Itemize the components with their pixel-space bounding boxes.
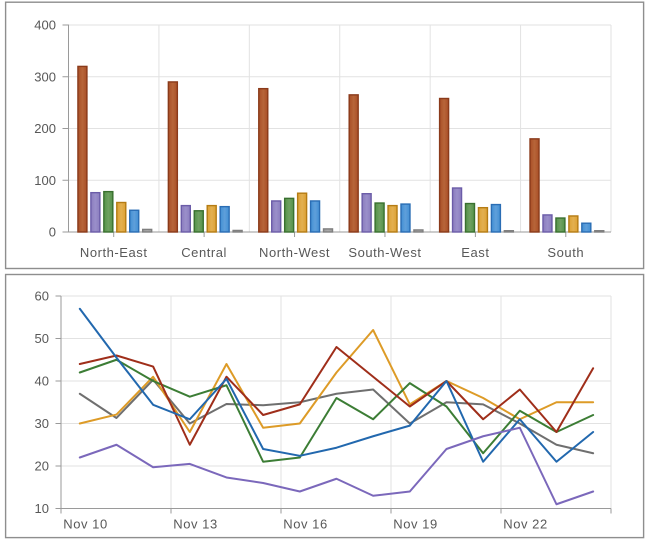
svg-text:30: 30 bbox=[35, 416, 49, 431]
svg-text:Nov 19: Nov 19 bbox=[393, 517, 438, 532]
svg-text:300: 300 bbox=[34, 69, 56, 84]
svg-text:North-West: North-West bbox=[259, 245, 330, 260]
svg-text:North-East: North-East bbox=[80, 245, 148, 260]
svg-text:20: 20 bbox=[35, 459, 49, 474]
svg-text:Nov 13: Nov 13 bbox=[173, 517, 218, 532]
svg-text:South: South bbox=[547, 245, 584, 260]
svg-text:100: 100 bbox=[34, 173, 56, 188]
svg-text:East: East bbox=[461, 245, 489, 260]
svg-text:200: 200 bbox=[34, 121, 56, 136]
svg-text:Nov 22: Nov 22 bbox=[503, 517, 548, 532]
svg-text:40: 40 bbox=[35, 374, 49, 389]
svg-text:Central: Central bbox=[181, 245, 227, 260]
svg-text:50: 50 bbox=[35, 331, 49, 346]
svg-text:0: 0 bbox=[49, 225, 56, 240]
svg-text:400: 400 bbox=[34, 18, 56, 33]
svg-text:60: 60 bbox=[35, 289, 49, 304]
svg-text:10: 10 bbox=[35, 501, 49, 516]
svg-text:South-West: South-West bbox=[348, 245, 421, 260]
svg-text:Nov 10: Nov 10 bbox=[63, 517, 108, 532]
svg-text:Nov 16: Nov 16 bbox=[283, 517, 328, 532]
